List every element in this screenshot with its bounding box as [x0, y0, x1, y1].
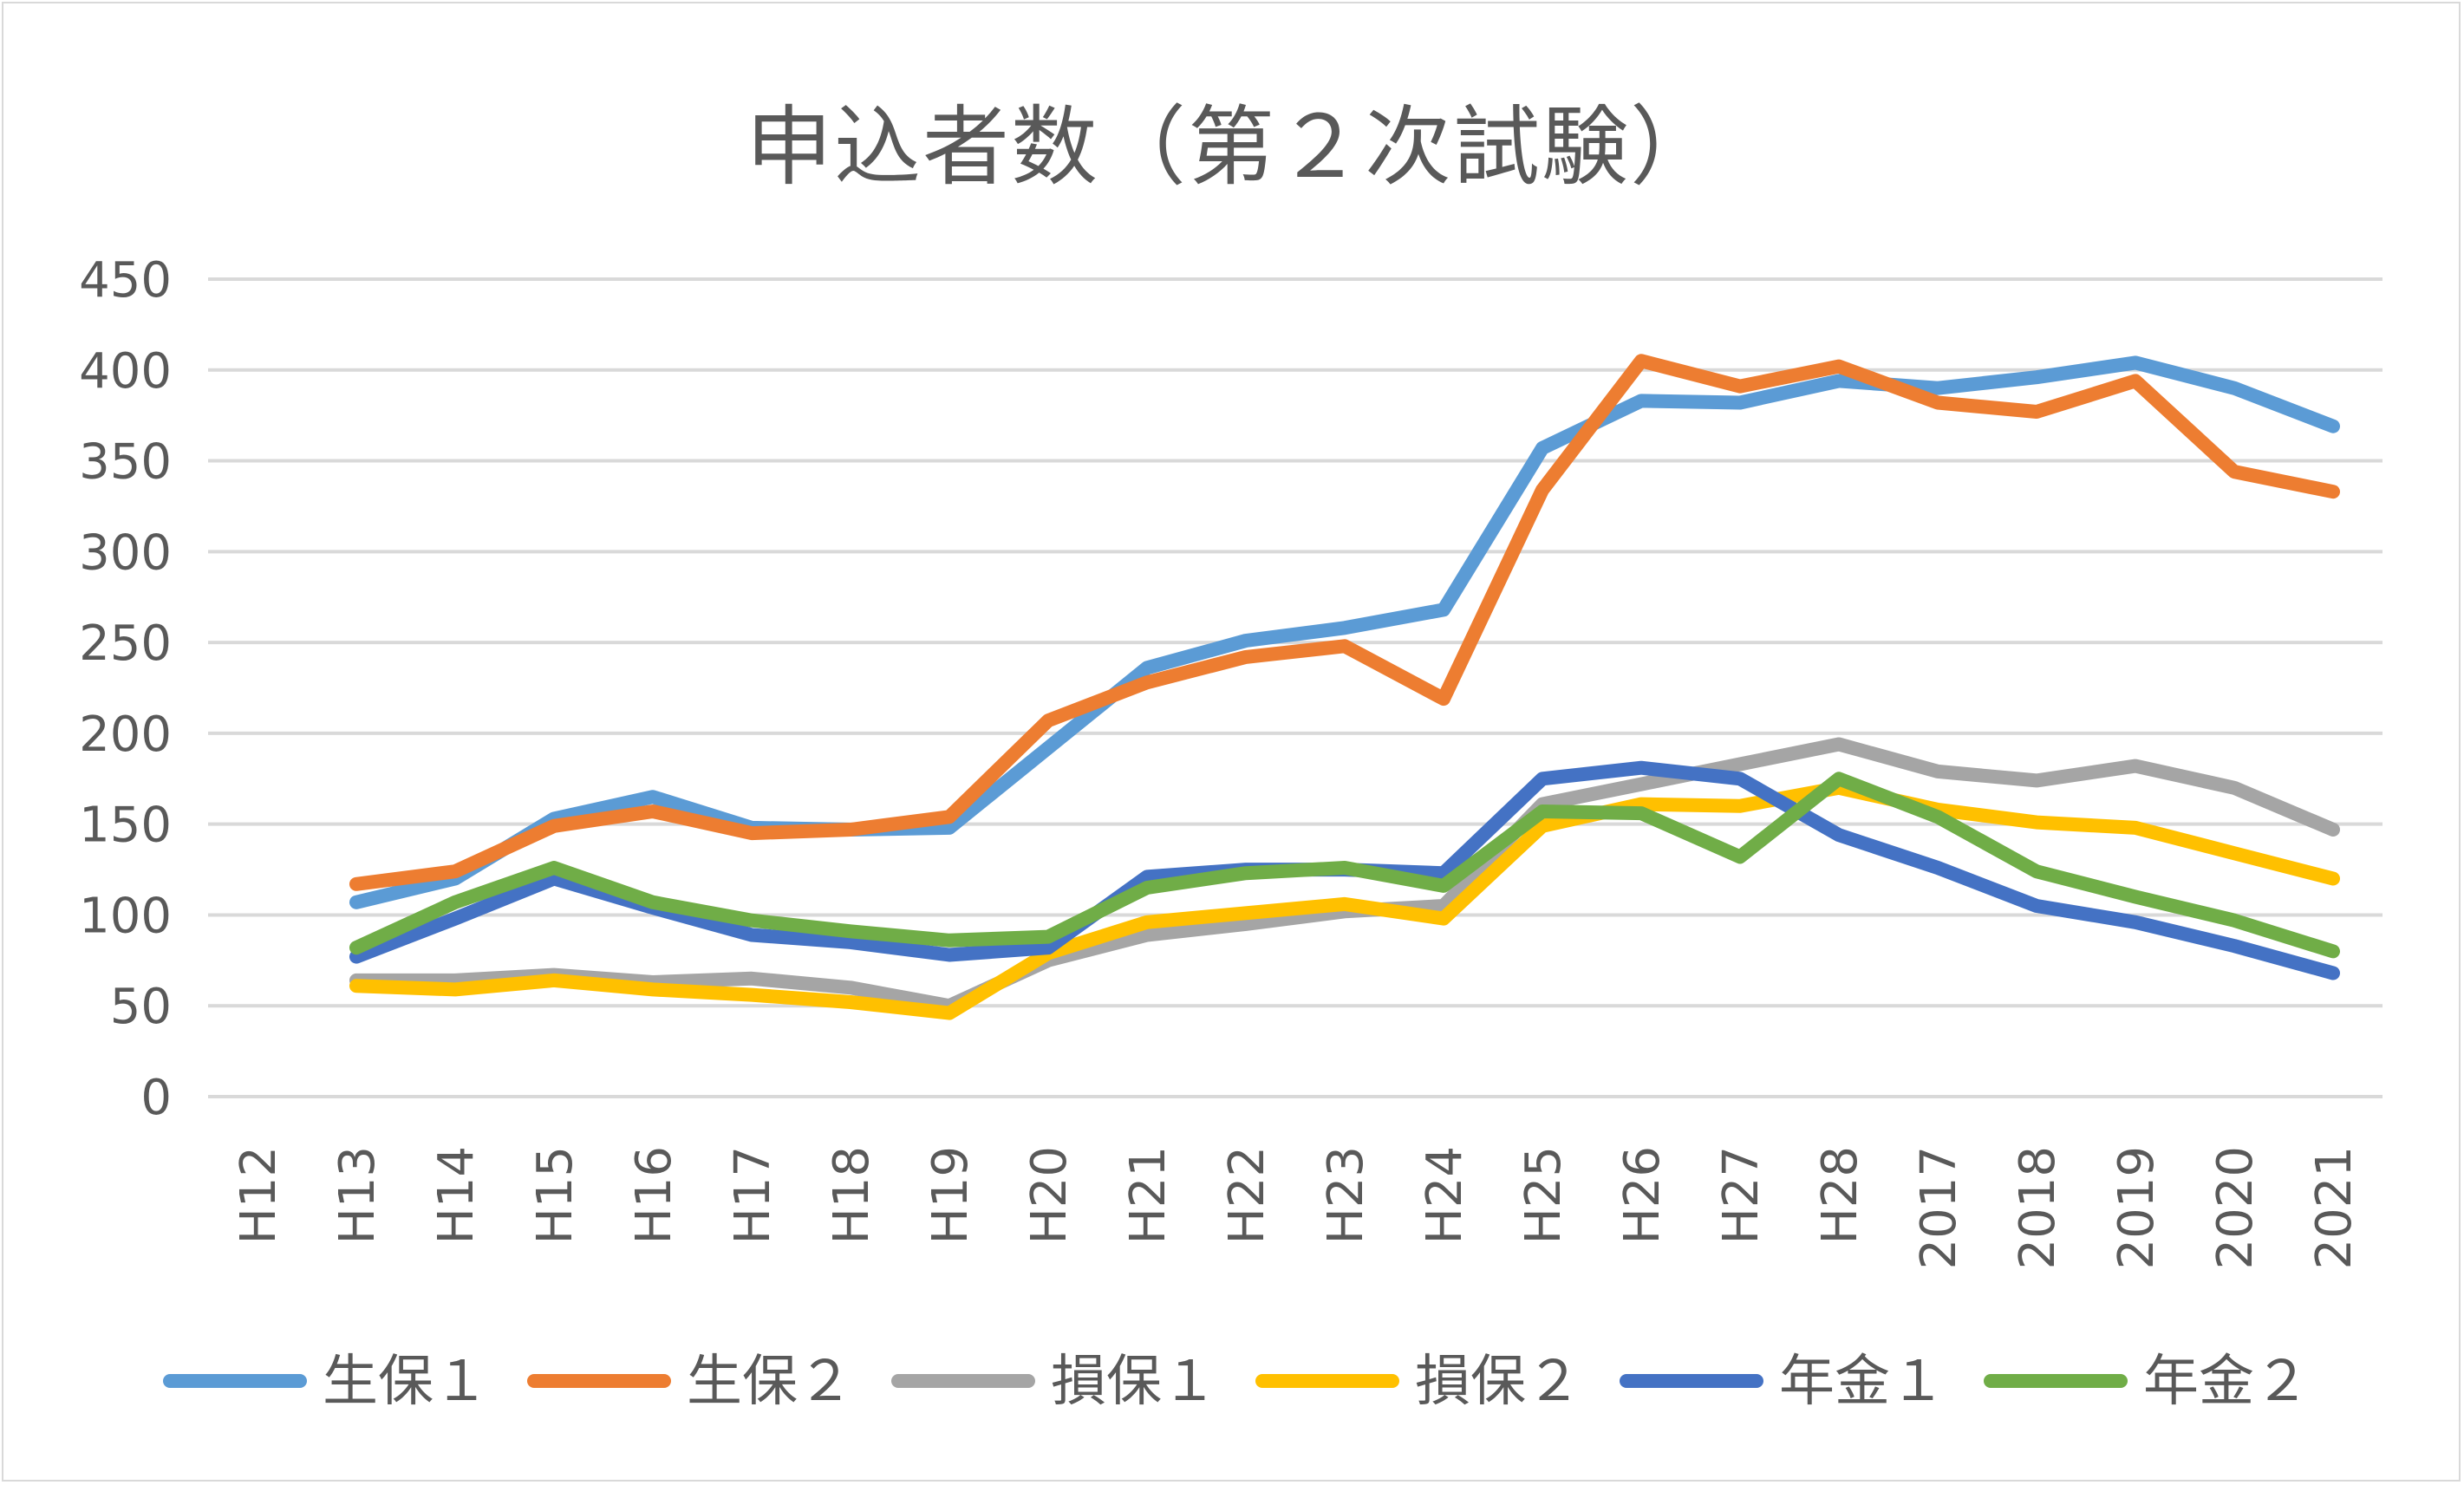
x-tick-label: H19	[922, 1146, 979, 1244]
x-tick-label: H12	[231, 1146, 287, 1244]
legend-label-2: 生保２	[687, 1350, 853, 1414]
y-tick-label: 50	[110, 979, 172, 1035]
series-line-3	[349, 737, 2340, 1013]
y-tick-label: 150	[79, 798, 172, 854]
y-tick-label: 400	[79, 343, 172, 400]
series-line-4	[349, 780, 2340, 1020]
legend-label-6: 年金２	[2143, 1350, 2310, 1414]
x-tick-label: H23	[1318, 1146, 1374, 1244]
y-tick-label: 300	[79, 524, 172, 581]
x-tick-label: H20	[1021, 1146, 1078, 1244]
x-tick-label: H15	[527, 1146, 583, 1244]
y-tick-label: 350	[79, 434, 172, 491]
series-line-1	[349, 355, 2340, 909]
x-tick-label: H17	[725, 1146, 781, 1244]
y-axis-ticks: 0 50 100 150 200 250 300 350 400 450	[79, 252, 172, 1126]
x-tick-label: H21	[1120, 1146, 1177, 1244]
x-tick-label: H24	[1417, 1146, 1473, 1244]
y-tick-label: 100	[79, 888, 172, 944]
y-tick-label: 450	[79, 252, 172, 309]
legend-label-1: 生保１	[323, 1350, 489, 1414]
legend: 生保１ 生保２ 損保１ 損保２ 年金１ 年金２	[163, 1350, 2310, 1414]
x-tick-label: H28	[1812, 1146, 1868, 1244]
x-tick-label: H18	[824, 1146, 880, 1244]
x-tick-label: 2021	[2306, 1146, 2363, 1270]
x-tick-label: H22	[1219, 1146, 1275, 1244]
x-tick-label: 2017	[1911, 1146, 1967, 1270]
x-tick-label: H27	[1713, 1146, 1770, 1244]
x-axis-ticks: H12 H13 H14 H15 H16 H17 H18 H19 H20 H21 H22 H23 H24 H…	[231, 1146, 2363, 1270]
series-lines	[349, 354, 2340, 1020]
y-tick-label: 200	[79, 707, 172, 763]
legend-label-4: 損保２	[1415, 1350, 1581, 1414]
x-tick-label: 2019	[2109, 1146, 2165, 1270]
x-tick-label: 2020	[2207, 1146, 2264, 1270]
x-tick-label: H13	[329, 1146, 386, 1244]
chart-title: 申込者数（第２次試験）	[746, 96, 1718, 198]
series-line-2	[349, 354, 2340, 891]
x-tick-label: H25	[1516, 1146, 1572, 1244]
y-tick-label: 0	[140, 1070, 172, 1126]
series-line-6	[349, 772, 2340, 959]
y-tick-label: 250	[79, 615, 172, 672]
x-tick-label: H14	[428, 1146, 485, 1244]
legend-label-5: 年金１	[1779, 1350, 1946, 1414]
x-tick-label: 2018	[2010, 1146, 2066, 1270]
legend-label-3: 損保１	[1051, 1350, 1217, 1414]
x-tick-label: H26	[1614, 1146, 1671, 1244]
x-tick-label: H16	[626, 1146, 682, 1244]
